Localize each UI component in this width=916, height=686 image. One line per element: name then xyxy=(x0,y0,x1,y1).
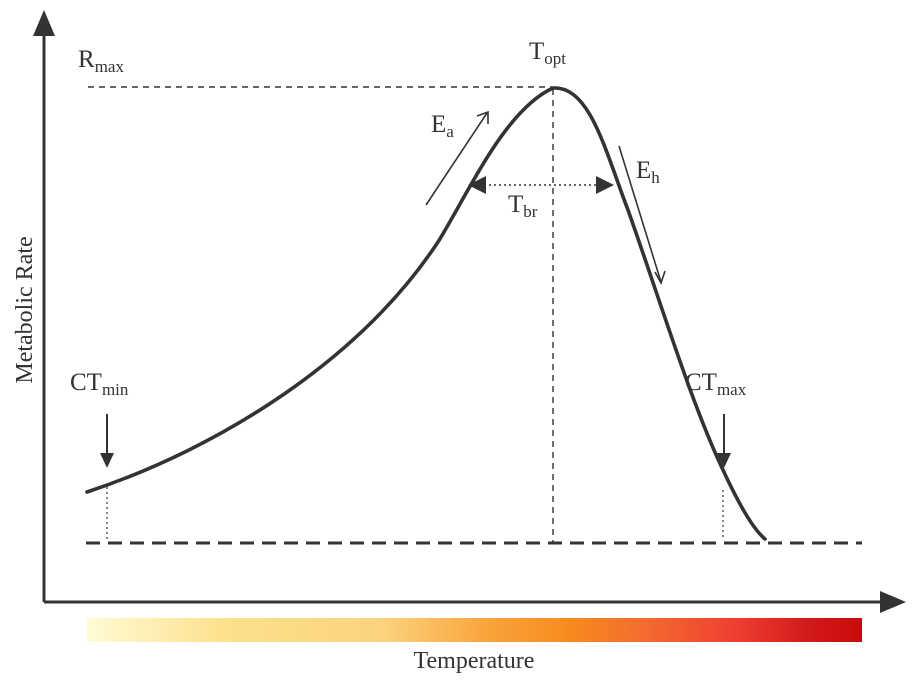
y-axis-arrowhead xyxy=(33,10,55,36)
tbr-breadth-arrow xyxy=(468,176,614,194)
ctmin-label: CTmin xyxy=(70,369,129,399)
axes xyxy=(33,10,906,613)
y-axis-label: Metabolic Rate xyxy=(12,236,38,383)
temperature-gradient-bar xyxy=(87,618,862,642)
topt-label: Topt xyxy=(529,38,566,68)
performance-curve xyxy=(85,86,767,541)
ctmax-label: CTmax xyxy=(685,369,747,399)
ctmin-arrow xyxy=(100,414,114,468)
tbr-label: Tbr xyxy=(508,191,538,221)
eh-label: Eh xyxy=(636,157,660,187)
ea-arrow xyxy=(425,110,489,206)
rmax-label: Rmax xyxy=(78,46,124,76)
ea-label: Ea xyxy=(431,111,454,141)
x-axis-arrowhead xyxy=(880,591,906,613)
x-axis-label: Temperature xyxy=(414,648,535,674)
ctmax-arrow xyxy=(717,414,731,468)
eh-arrow xyxy=(618,145,666,285)
